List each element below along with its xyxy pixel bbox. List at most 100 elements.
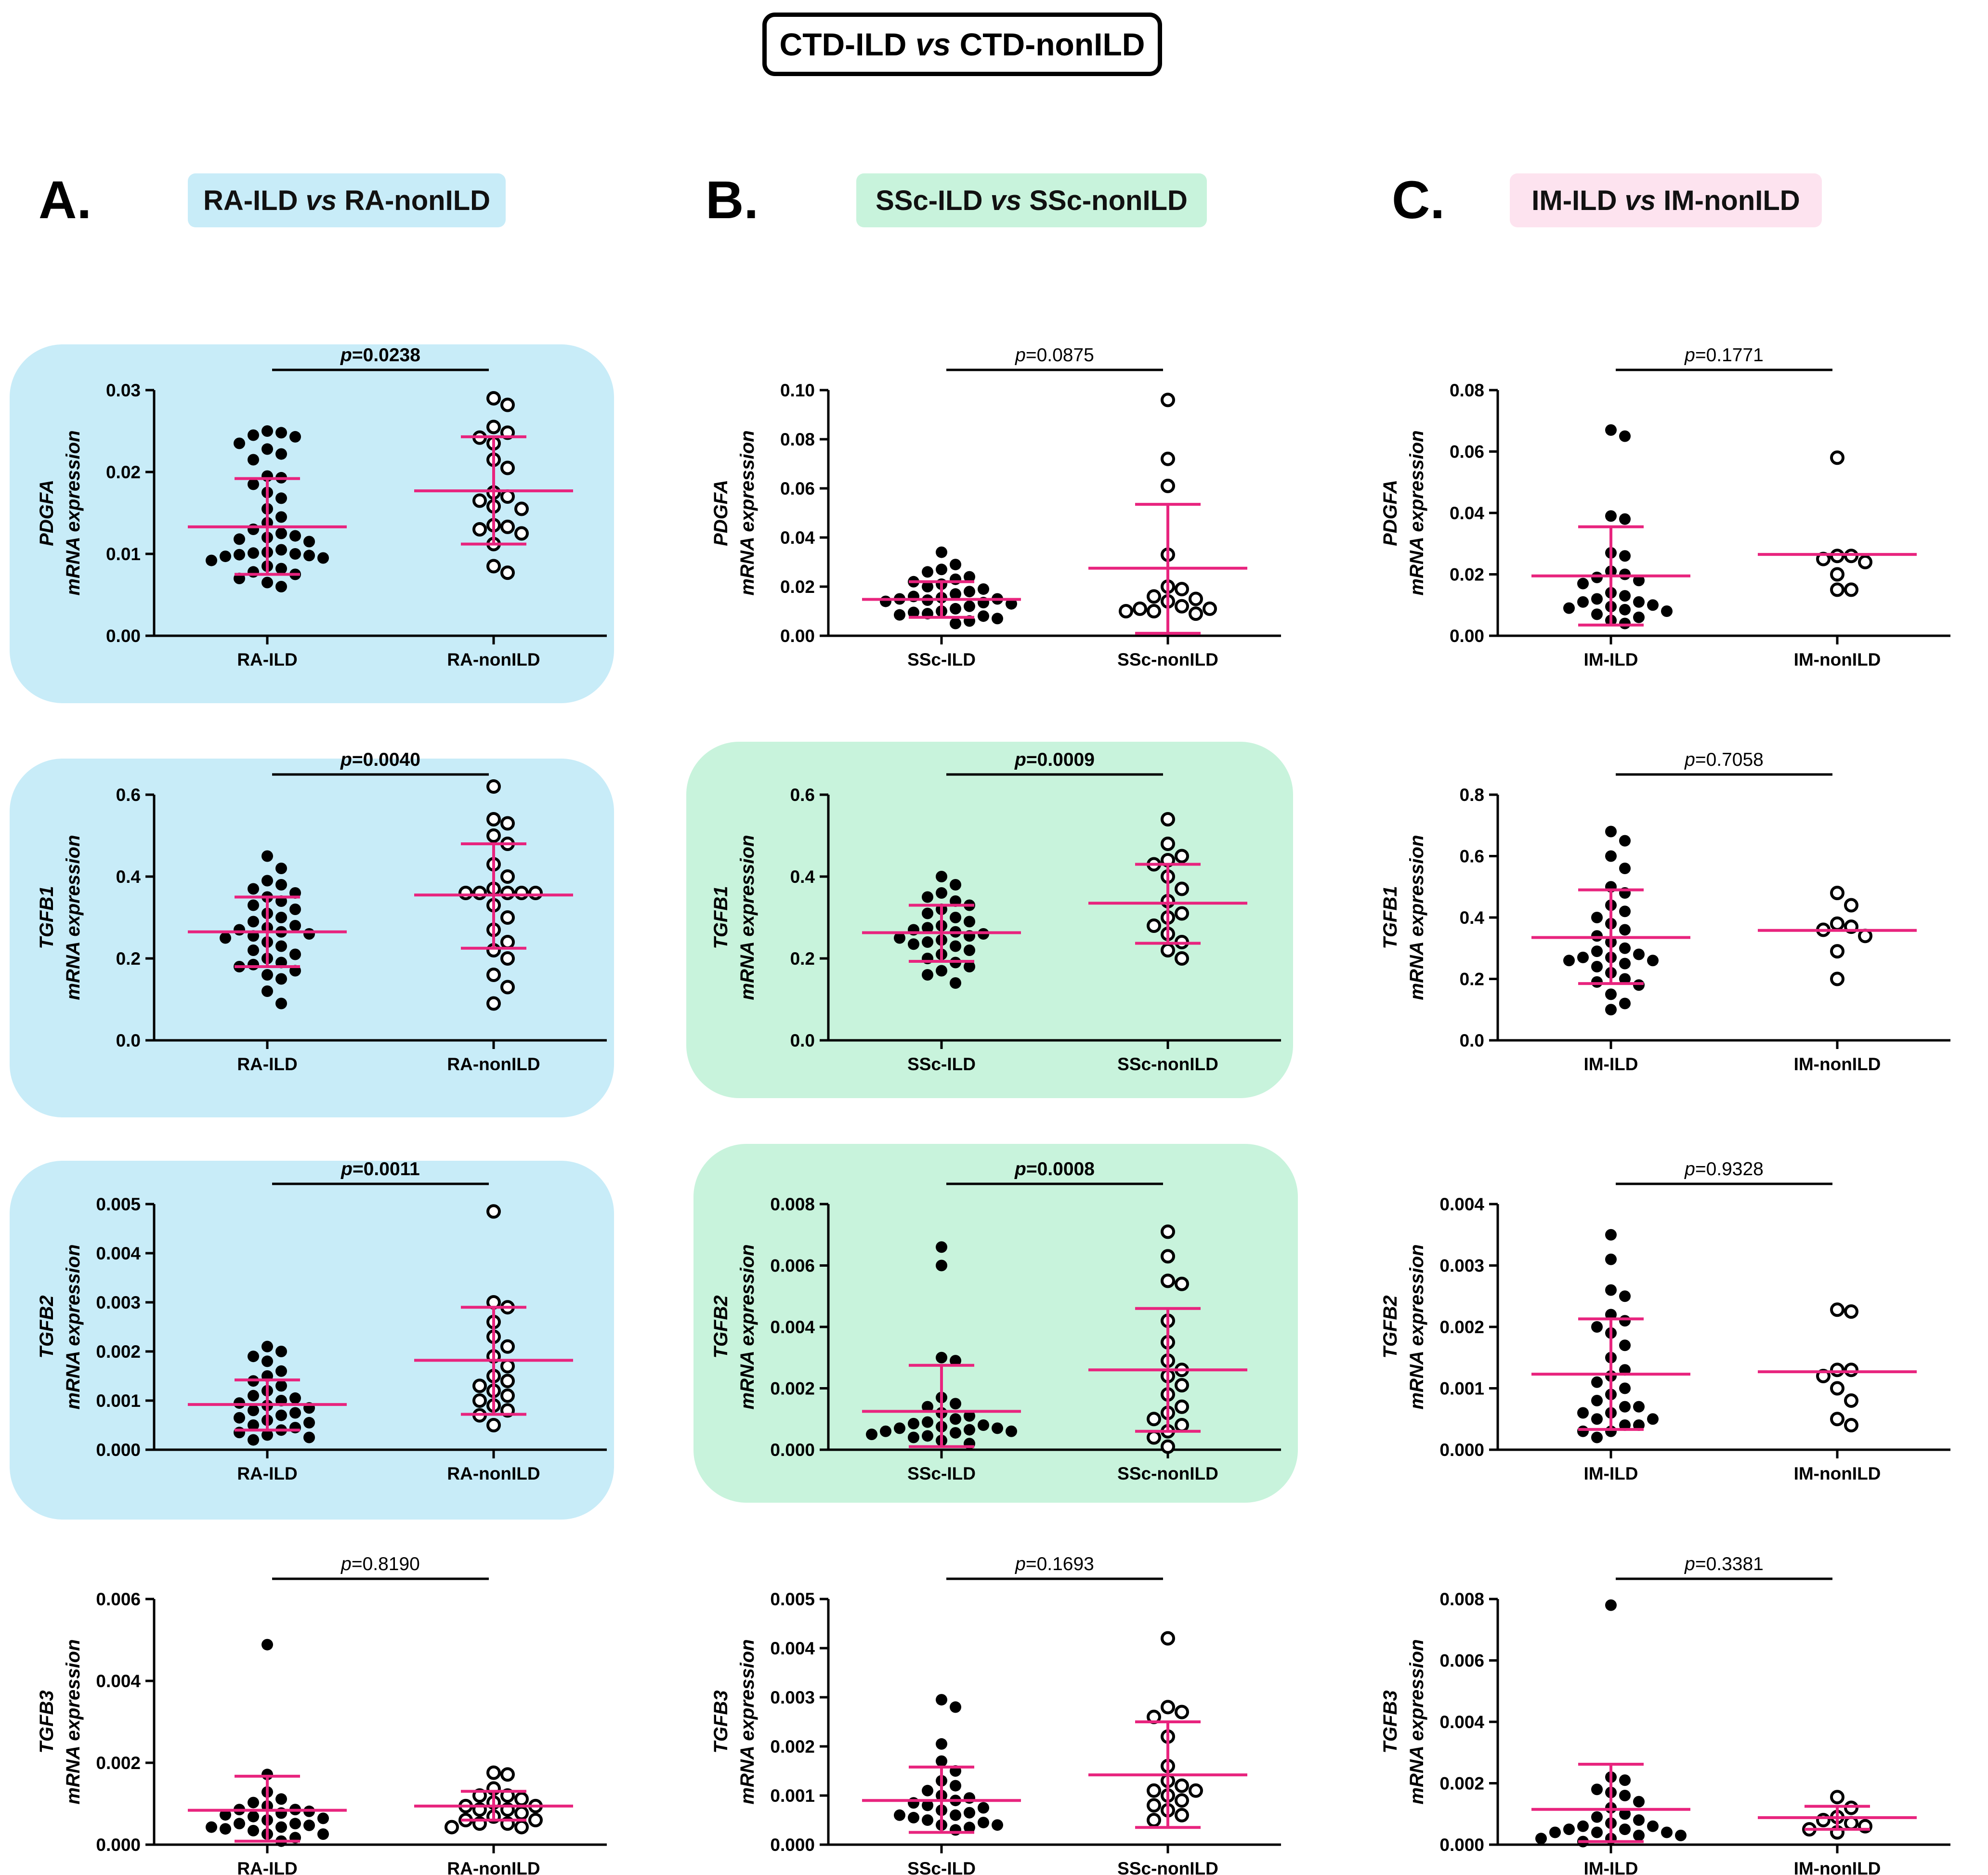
data-point: [1577, 577, 1589, 590]
data-point: [1619, 924, 1631, 936]
y-tick-label: 0.08: [1450, 380, 1484, 400]
data-point: [289, 1407, 301, 1419]
data-point: [275, 1346, 287, 1357]
data-point: [908, 1811, 919, 1823]
data-point: [922, 922, 933, 934]
chart-a-tgfb1: 0.0 0.2 0.4 0.6 RA-ILD RA-nonILD TGFB1 mRNA exp…: [36, 749, 607, 1074]
data-point: [234, 924, 245, 936]
data-point: [880, 595, 891, 607]
data-point: [1147, 1412, 1161, 1427]
data-point: [234, 1412, 245, 1424]
y-tick-label: 0.004: [770, 1317, 815, 1337]
y-tick-label: 0.04: [780, 528, 815, 548]
data-point: [964, 1792, 975, 1804]
data-point: [486, 559, 501, 574]
heading-ra-vs: vs: [305, 184, 337, 216]
data-point: [500, 397, 515, 412]
data-point: [1830, 1363, 1844, 1377]
data-point: [248, 1824, 259, 1836]
series-ra-ild: [234, 1340, 315, 1446]
data-point: [1619, 603, 1631, 616]
data-point: [472, 522, 487, 537]
data-point: [472, 1378, 487, 1393]
y-tick-label: 0.006: [96, 1589, 141, 1609]
x-category-label: IM-nonILD: [1794, 1054, 1881, 1074]
data-point: [317, 1812, 329, 1824]
series-ssc-ild: [894, 1694, 1003, 1836]
y-axis-gene-label: PDGFA: [36, 480, 57, 546]
data-point: [262, 425, 273, 437]
data-point: [234, 1397, 245, 1409]
y-tick-label: 0.003: [1439, 1256, 1484, 1276]
title-vs: vs: [915, 26, 951, 62]
y-tick-label: 0.03: [106, 380, 141, 400]
data-point: [317, 1828, 329, 1840]
data-point: [1591, 912, 1603, 923]
data-point: [500, 1339, 515, 1354]
data-point: [303, 550, 315, 562]
y-axis-label: mRNA expression: [1406, 430, 1427, 595]
y-tick-label: 0.002: [1439, 1317, 1484, 1337]
p-value-label: p=0.0040: [340, 749, 420, 770]
y-tick-label: 0.002: [96, 1342, 141, 1362]
y-axis-gene-label: TGFB3: [710, 1690, 732, 1753]
data-point: [472, 886, 487, 900]
data-point: [234, 549, 245, 561]
data-point: [275, 511, 287, 523]
data-point: [1591, 961, 1603, 972]
column-heading-ssc: SSc-ILD vs SSc-nonILD: [856, 173, 1207, 227]
y-axis-gene-label: TGFB2: [710, 1295, 732, 1358]
data-point: [303, 1431, 315, 1443]
y-axis-label: mRNA expression: [737, 430, 758, 595]
data-point: [964, 961, 975, 972]
chart-b-tgfb1: 0.0 0.2 0.4 0.6 SSc-ILD SSc-nonILD TGFB1 mRNA e…: [710, 749, 1281, 1074]
data-point: [1619, 1790, 1631, 1801]
data-point: [1844, 1304, 1858, 1319]
data-point: [950, 573, 961, 585]
data-point: [234, 437, 245, 449]
heading-ra-part-1: RA-ILD: [203, 184, 306, 216]
data-point: [262, 985, 273, 997]
data-point: [206, 554, 217, 566]
data-point: [275, 997, 287, 1010]
data-point: [978, 1817, 989, 1829]
data-point: [1619, 550, 1631, 562]
data-point: [1591, 1811, 1603, 1823]
data-point: [1844, 582, 1858, 597]
chart-b-tgfb3: 0.000 0.001 0.002 0.003 0.004 0.005 SSc-ILD SSc…: [710, 1554, 1281, 1875]
x-category-label: IM-nonILD: [1794, 1859, 1881, 1875]
data-point: [458, 886, 473, 900]
chart-b-tgfb2: 0.000 0.002 0.004 0.006 0.008 SSc-ILD SSc-nonI…: [710, 1159, 1281, 1483]
y-tick-label: 0.0: [790, 1031, 815, 1050]
x-category-label: RA-ILD: [237, 1054, 297, 1074]
data-point: [500, 886, 515, 900]
data-point: [1605, 424, 1617, 436]
data-point: [500, 489, 515, 504]
data-point: [1189, 606, 1203, 621]
data-point: [1844, 1800, 1858, 1815]
data-point: [275, 879, 287, 891]
data-point: [978, 583, 989, 595]
data-point: [248, 1390, 259, 1402]
title-part-3: CTD-nonILD: [951, 26, 1145, 62]
data-point: [275, 1409, 287, 1421]
x-category-label: SSc-nonILD: [1117, 650, 1218, 669]
data-point: [936, 1738, 947, 1750]
data-point: [1175, 1418, 1189, 1432]
y-tick-label: 0.10: [780, 380, 815, 400]
data-point: [248, 1351, 259, 1363]
y-tick-label: 0.002: [1439, 1774, 1484, 1794]
series-ra-ild: [206, 425, 329, 592]
data-point: [317, 552, 329, 564]
data-point: [1175, 951, 1189, 966]
data-point: [964, 571, 975, 583]
y-tick-label: 0.005: [96, 1194, 141, 1214]
data-point: [1535, 1833, 1547, 1845]
data-point: [472, 493, 487, 508]
data-point: [950, 559, 961, 571]
data-point: [514, 1820, 529, 1835]
data-point: [1161, 478, 1175, 493]
y-axis-gene-label: TGFB1: [710, 886, 732, 949]
y-axis-gene-label: TGFB2: [1380, 1295, 1401, 1358]
p-value-label: p=0.0011: [340, 1159, 420, 1180]
